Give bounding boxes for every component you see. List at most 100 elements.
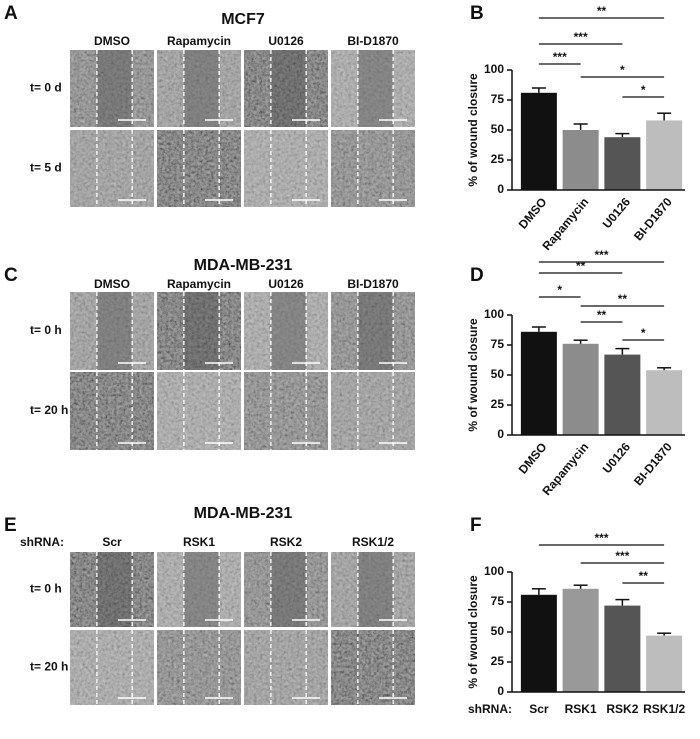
row-label: t= 20 h [30,403,68,417]
wound-gap [270,552,307,627]
bar [520,92,557,190]
wound-gap [96,552,133,627]
bar [562,343,599,435]
significance-label: ** [639,569,649,583]
row-label: t= 5 d [30,161,62,175]
panel-letter: C [4,265,18,286]
wound-gap [357,50,394,127]
micrograph [331,130,415,207]
x-tick-label: Scr [529,702,549,716]
significance-label: *** [615,549,629,563]
micrograph [331,372,415,450]
column-label: Rapamycin [167,277,231,291]
wound-gap [183,552,220,627]
micrograph [157,552,241,627]
bar [562,588,599,692]
panel-letter: A [4,3,18,24]
significance-label: ** [597,308,607,322]
y-tick-label: 100 [484,62,504,76]
y-tick-label: 100 [484,307,504,321]
bar [604,137,641,190]
micrograph [244,552,328,627]
significance-label: * [557,283,562,297]
micrograph [331,552,415,627]
panel-title: MDA-MB-231 [194,505,293,522]
micrograph [70,50,154,127]
micrograph [244,372,328,450]
bar [520,331,557,435]
significance-label: *** [594,248,608,262]
panel-letter: E [4,515,17,536]
x-tick-label: U0126 [600,440,634,476]
significance-label: ** [618,292,628,306]
significance-label: * [641,83,646,97]
row-label: t= 0 h [30,582,62,596]
micrograph [70,372,154,450]
column-label: RSK1/2 [352,535,394,549]
micrograph [70,552,154,627]
panel-letter: B [470,3,484,24]
column-label: BI-D1870 [347,277,399,291]
column-label: Scr [102,535,122,549]
micrograph [70,130,154,207]
column-label: RSK1 [183,535,215,549]
x-tick-label: RSK2 [606,702,638,716]
column-label: Rapamycin [167,34,231,48]
wound-gap [183,292,220,370]
y-tick-label: 50 [491,122,505,136]
bar [604,354,641,435]
micrograph [70,630,154,705]
significance-label: * [620,63,625,77]
significance-label: *** [574,30,588,44]
x-tick-label: BI-D1870 [631,440,675,489]
y-axis-label: % of wound closure [466,575,480,689]
significance-label: *** [594,531,608,545]
row-label: t= 0 h [30,323,62,337]
wound-gap [96,50,133,127]
wound-gap [183,50,220,127]
panel-title: MCF7 [221,11,265,28]
column-label: DMSO [94,34,130,48]
significance-label: *** [553,50,567,64]
panel-title: MDA-MB-231 [194,257,293,274]
significance-label: * [641,326,646,340]
significance-label: ** [576,259,586,273]
micrograph [331,292,415,370]
y-tick-label: 50 [491,367,505,381]
column-label: RSK2 [270,535,302,549]
micrograph [331,50,415,127]
micrograph [331,630,415,705]
row-label: t= 20 h [30,660,68,674]
panel-letter: F [470,515,482,536]
significance-label: ** [597,4,607,18]
row-header: shRNA: [20,535,64,549]
micrograph [157,372,241,450]
micrograph [157,292,241,370]
y-tick-label: 25 [491,397,505,411]
y-tick-label: 0 [497,427,504,441]
column-label: BI-D1870 [347,34,399,48]
micrograph [157,50,241,127]
y-tick-label: 75 [491,594,505,608]
x-tick-label: RSK1 [565,702,597,716]
x-tick-label: U0126 [600,195,634,231]
wound-gap [270,292,307,370]
bar [604,605,641,692]
bar [646,370,683,435]
micrograph [244,630,328,705]
x-tick-label: RSK1/2 [643,702,685,716]
x-tick-label: BI-D1870 [631,195,675,244]
bar [646,635,683,692]
micrograph [244,130,328,207]
y-tick-label: 75 [491,337,505,351]
micrograph [157,630,241,705]
micrograph [70,292,154,370]
column-label: U0126 [268,34,304,48]
micrograph [157,130,241,207]
y-tick-label: 25 [491,152,505,166]
panel-letter: D [470,265,484,286]
wound-gap [357,292,394,370]
y-tick-label: 75 [491,92,505,106]
y-tick-label: 100 [484,564,504,578]
